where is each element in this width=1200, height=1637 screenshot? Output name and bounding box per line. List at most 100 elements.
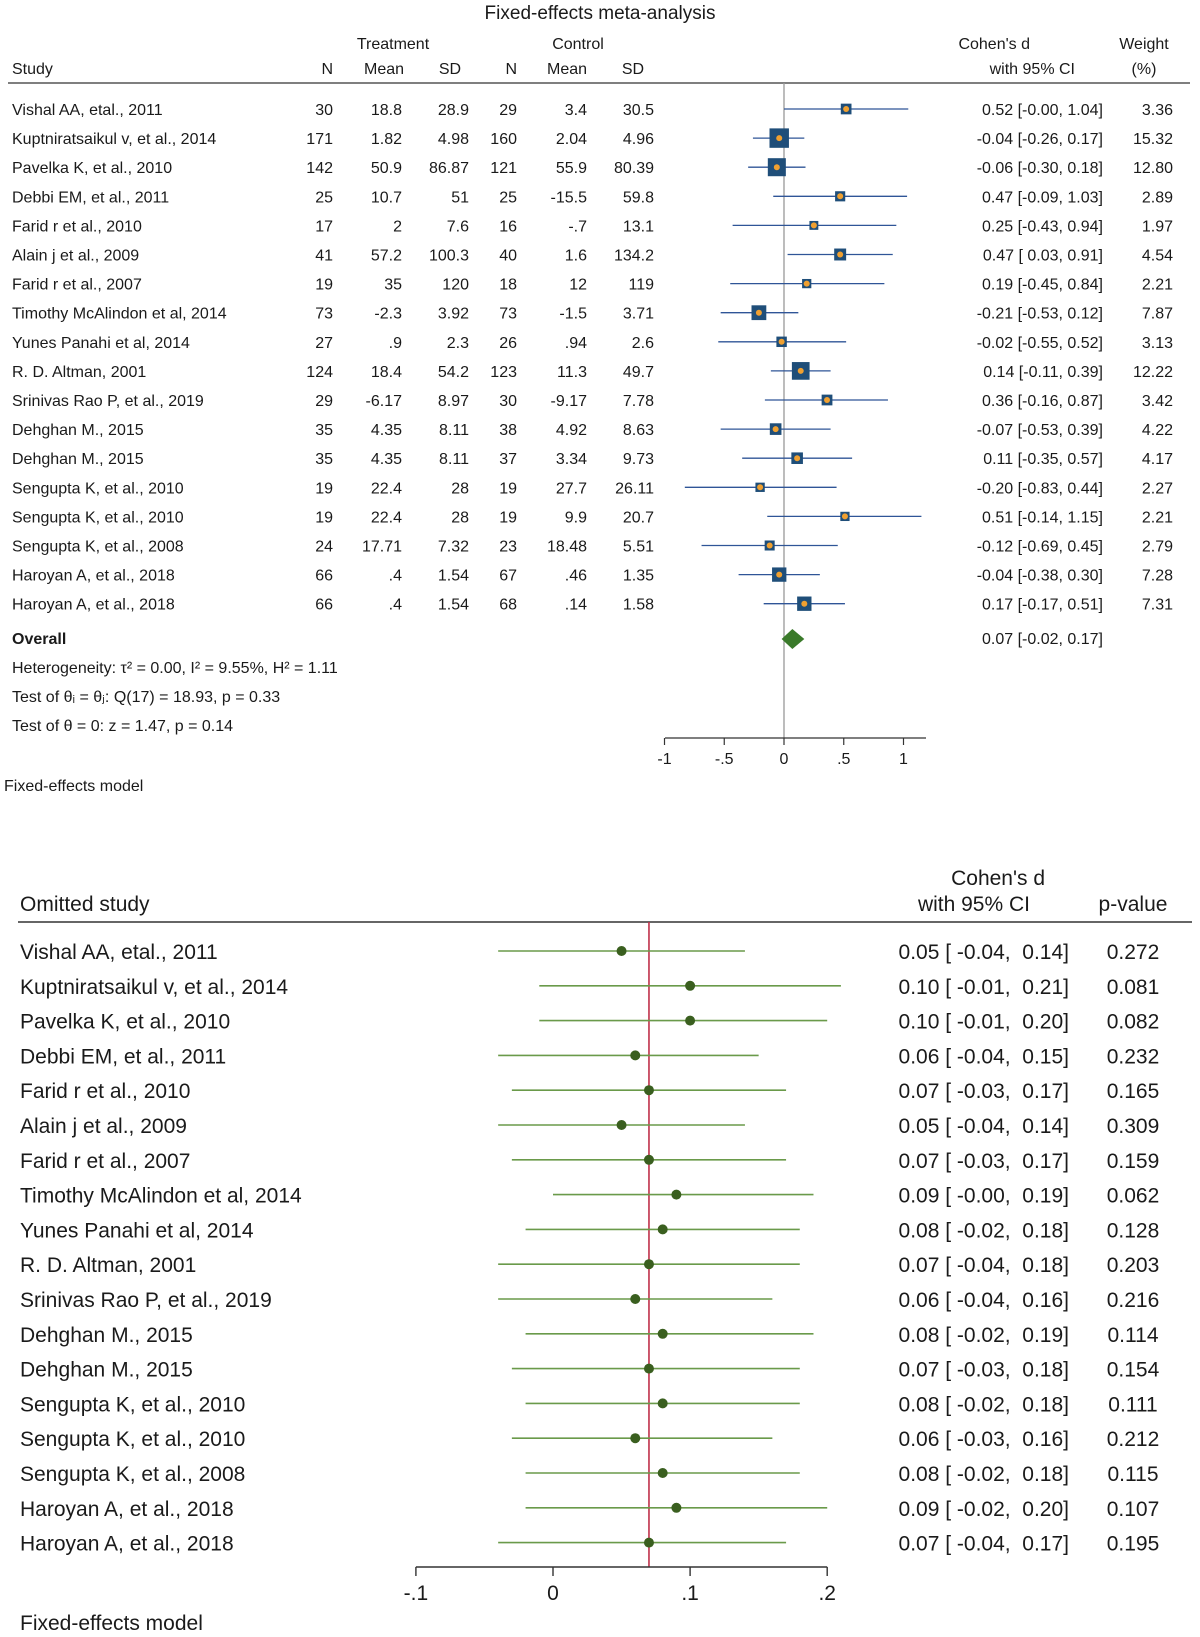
loo-point	[643, 1537, 654, 1548]
weight-text: 7.31	[1142, 597, 1173, 614]
treatment-mean: 10.7	[371, 189, 402, 206]
control-sd: 59.8	[623, 189, 654, 206]
control-mean: -1.5	[559, 306, 587, 323]
treatment-mean: 35	[384, 277, 402, 294]
effect-ci-text: -0.04 [-0.26, 0.17]	[977, 131, 1103, 148]
omitted-study-label: Pavelka K, et al., 2010	[20, 1011, 230, 1034]
effect-ci-text: -0.02 [-0.55, 0.52]	[977, 335, 1103, 352]
treatment-sd: 28	[451, 509, 469, 526]
control-mean: 18.48	[547, 539, 587, 556]
loo-rows: Vishal AA, etal., 2011 0.05 [ -0.04, 0.14…	[20, 941, 1160, 1556]
point-estimate-dot	[776, 135, 783, 142]
weight-text: 2.79	[1142, 539, 1173, 556]
loo-point	[657, 1224, 668, 1235]
weight-text: 4.17	[1142, 451, 1173, 468]
treatment-sd: 8.97	[438, 393, 469, 410]
control-mean: 1.6	[565, 248, 587, 265]
p-value-text: 0.114	[1108, 1324, 1159, 1347]
treatment-n: 24	[315, 539, 333, 556]
forest-rows: Vishal AA, etal., 2011 30 18.8 28.9 29 3.4 30.…	[12, 102, 1173, 614]
loo-point	[685, 980, 696, 991]
loo-ci-text: 0.05 [ -0.04, 0.14]	[899, 941, 1069, 964]
study-label: Haroyan A, et al., 2018	[12, 568, 175, 585]
header-weight-sub: (%)	[1132, 61, 1157, 78]
effect-ci-text: 0.11 [-0.35, 0.57]	[983, 451, 1103, 468]
treatment-sd: 3.92	[438, 306, 469, 323]
control-n: 40	[499, 248, 517, 265]
control-mean: 12	[569, 277, 587, 294]
treatment-n: 29	[315, 393, 333, 410]
loo-ci-text: 0.07 [ -0.03, 0.18]	[899, 1359, 1069, 1382]
p-value-text: 0.195	[1107, 1533, 1160, 1556]
loo-x-tick-label: .2	[818, 1582, 836, 1605]
omitted-study-label: Debbi EM, et al., 2011	[20, 1045, 226, 1068]
treatment-sd: 120	[442, 277, 469, 294]
treatment-n: 124	[306, 364, 333, 381]
loo-point	[643, 1363, 654, 1374]
control-n: 68	[499, 597, 517, 614]
omitted-study-label: Timothy McAlindon et al, 2014	[20, 1185, 302, 1208]
weight-text: 2.21	[1142, 277, 1173, 294]
loo-header-effect: Cohen's d	[951, 867, 1045, 890]
point-estimate-dot	[810, 222, 817, 229]
control-mean: .94	[565, 335, 587, 352]
loo-ci-text: 0.09 [ -0.02, 0.20]	[899, 1498, 1069, 1521]
omitted-study-label: Sengupta K, et al., 2010	[20, 1428, 245, 1451]
point-estimate-dot	[773, 164, 780, 171]
loo-ci-text: 0.07 [ -0.03, 0.17]	[899, 1080, 1069, 1103]
leave-one-out-panel: Cohen's d Omitted study with 95% CI p-va…	[18, 867, 1192, 1635]
note-heterogeneity: Heterogeneity: τ² = 0.00, I² = 9.55%, H²…	[12, 660, 338, 677]
forest-title: Fixed-effects meta-analysis	[485, 3, 716, 24]
control-n: 19	[499, 509, 517, 526]
effect-ci-text: -0.07 [-0.53, 0.39]	[977, 422, 1103, 439]
control-mean: 9.9	[565, 509, 587, 526]
loo-ci-text: 0.05 [ -0.04, 0.14]	[899, 1115, 1069, 1138]
point-estimate-dot	[824, 397, 831, 403]
control-sd: 8.63	[623, 422, 654, 439]
p-value-text: 0.203	[1107, 1254, 1160, 1277]
control-sd: 13.1	[623, 218, 654, 235]
p-value-text: 0.272	[1107, 941, 1160, 964]
treatment-mean: .4	[389, 568, 402, 585]
point-estimate-dot	[797, 367, 804, 374]
control-sd: 5.51	[623, 539, 654, 556]
treatment-n: 35	[315, 451, 333, 468]
note-test-effect: Test of θ = 0: z = 1.47, p = 0.14	[12, 718, 233, 735]
loo-x-tick-label: -.1	[404, 1582, 429, 1605]
treatment-mean: 22.4	[371, 509, 402, 526]
p-value-text: 0.165	[1107, 1080, 1160, 1103]
treatment-n: 35	[315, 422, 333, 439]
control-mean: 3.4	[565, 102, 587, 119]
treatment-sd: 54.2	[438, 364, 469, 381]
control-mean: -15.5	[551, 189, 588, 206]
loo-header-study: Omitted study	[20, 893, 150, 916]
weight-text: 3.42	[1142, 393, 1173, 410]
p-value-text: 0.082	[1107, 1011, 1160, 1034]
loo-footer: Fixed-effects model	[20, 1612, 203, 1635]
overall-diamond	[781, 629, 805, 649]
effect-ci-text: -0.20 [-0.83, 0.44]	[977, 480, 1103, 497]
control-n: 19	[499, 480, 517, 497]
control-n: 73	[499, 306, 517, 323]
effect-ci-text: 0.47 [-0.09, 1.03]	[982, 189, 1103, 206]
study-label: Sengupta K, et al., 2010	[12, 480, 184, 497]
effect-ci-text: 0.36 [-0.16, 0.87]	[982, 393, 1103, 410]
loo-point	[671, 1189, 682, 1200]
loo-x-tick-label: .1	[681, 1582, 699, 1605]
treatment-n: 66	[315, 597, 333, 614]
control-n: 18	[499, 277, 517, 294]
treatment-mean: 4.35	[371, 451, 402, 468]
loo-point	[630, 1433, 641, 1444]
treatment-mean: 50.9	[371, 160, 402, 177]
control-sd: 7.78	[623, 393, 654, 410]
point-estimate-dot	[776, 571, 783, 578]
effect-ci-text: 0.14 [-0.11, 0.39]	[983, 364, 1103, 381]
p-value-text: 0.159	[1107, 1150, 1160, 1173]
point-estimate-dot	[772, 426, 779, 433]
p-value-text: 0.212	[1107, 1428, 1160, 1451]
header-study: Study	[12, 61, 53, 78]
weight-text: 3.13	[1142, 335, 1173, 352]
study-label: Alain j et al., 2009	[12, 248, 139, 265]
loo-header-p: p-value	[1099, 893, 1168, 916]
control-mean: 27.7	[556, 480, 587, 497]
